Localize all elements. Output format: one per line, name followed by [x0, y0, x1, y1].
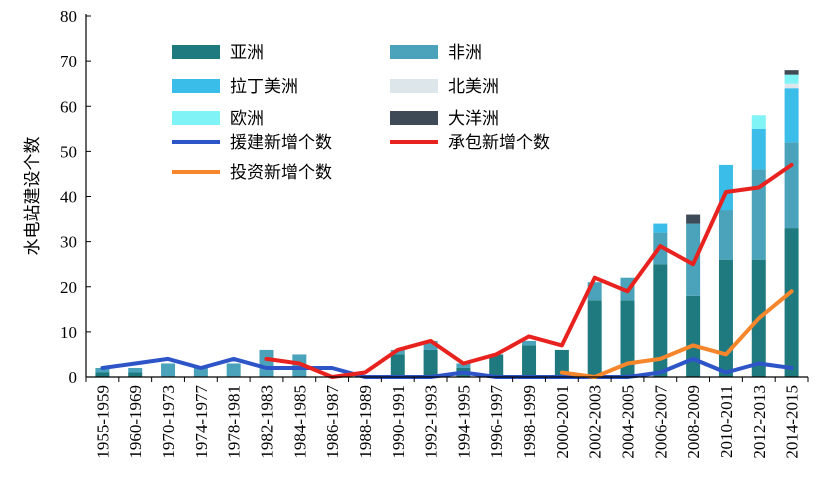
series-line — [100, 356, 794, 379]
bar-segment — [193, 367, 208, 377]
x-tick-label: 1996-1997 — [487, 385, 506, 459]
legend-swatch — [172, 45, 220, 59]
legend-label: 非洲 — [448, 43, 482, 63]
bar-segment — [128, 367, 143, 373]
y-tick-label: 10 — [60, 323, 77, 342]
bar-segment — [390, 354, 405, 377]
bar-segment — [226, 363, 241, 377]
bar-segment — [161, 363, 176, 377]
bar-segment — [718, 210, 733, 260]
lines-layer — [100, 162, 794, 379]
bar-segment — [522, 340, 537, 346]
x-tick-label: 1992-1993 — [422, 385, 441, 459]
legend-swatch — [390, 79, 438, 93]
bar-segment — [423, 349, 438, 377]
bar-segment — [95, 367, 110, 373]
x-tick-label: 1982-1983 — [258, 385, 277, 459]
x-tick-label: 2008-2009 — [684, 385, 703, 459]
x-tick-label: 2004-2005 — [619, 385, 638, 459]
legend-label: 欧洲 — [230, 109, 264, 129]
y-tick-label: 50 — [60, 142, 77, 161]
x-tick-label: 2002-2003 — [586, 385, 605, 459]
series-line — [264, 162, 794, 379]
x-tick-label: 2012-2013 — [750, 385, 769, 459]
bar-segment — [95, 372, 110, 377]
legend-label: 承包新增个数 — [448, 133, 550, 153]
bar-segment — [456, 363, 471, 368]
x-tick-label: 1974-1977 — [192, 385, 211, 459]
legend-label: 亚洲 — [230, 43, 264, 63]
x-tick-label: 2000-2001 — [553, 385, 572, 459]
y-tick-label: 40 — [60, 188, 77, 207]
bar-segment — [751, 169, 766, 260]
bar-segment — [620, 300, 635, 377]
x-tick-label: 1998-1999 — [520, 385, 539, 459]
bar-segment — [784, 142, 799, 229]
bar-segment — [587, 300, 602, 377]
x-tick-label: 1986-1987 — [323, 385, 342, 459]
bar-segment — [259, 349, 274, 377]
bar-segment — [784, 74, 799, 84]
legend-label: 援建新增个数 — [230, 133, 332, 153]
axes-layer: 0 10 20 30 40 50 60 70 80 1955-1959 1960-1969 1970-… — [60, 7, 809, 459]
bar-segment — [292, 354, 307, 377]
legend-swatch — [172, 79, 220, 93]
x-tick-label: 1970-1973 — [159, 385, 178, 459]
bar-segment — [686, 214, 701, 224]
x-tick-label: 2014-2015 — [783, 385, 802, 459]
bar-segment — [784, 88, 799, 143]
y-tick-label: 60 — [60, 97, 77, 116]
legend-label: 投资新增个数 — [230, 163, 332, 183]
y-tick-label: 80 — [60, 7, 77, 26]
x-tick-label: 1988-1989 — [356, 385, 375, 459]
bar-segment — [751, 115, 766, 129]
bar-segment — [784, 70, 799, 75]
bar-segment — [522, 345, 537, 377]
x-tick-label: 1978-1981 — [225, 385, 244, 459]
x-tick-label: 1994-1995 — [454, 385, 473, 459]
y-tick-label: 0 — [69, 368, 78, 387]
bar-segment — [423, 340, 438, 350]
legend-swatch — [172, 111, 220, 125]
legend-label: 北美洲 — [448, 77, 499, 97]
x-tick-label: 1955-1959 — [93, 385, 112, 459]
bar-segment — [784, 83, 799, 89]
y-axis-title: 水电站建设个数 — [23, 137, 43, 256]
x-tick-label: 1984-1985 — [290, 385, 309, 459]
y-tick-label: 70 — [60, 52, 77, 71]
bar-segment — [718, 259, 733, 377]
bar-segment — [554, 349, 569, 377]
bar-segment — [784, 228, 799, 377]
bar-segment — [653, 223, 668, 233]
legend-label: 拉丁美洲 — [230, 77, 298, 97]
bar-segment — [751, 128, 766, 170]
x-tick-label: 1960-1969 — [126, 385, 145, 459]
legend-swatch — [390, 45, 438, 59]
bar-segment — [489, 354, 504, 377]
legend-label: 大洋洲 — [448, 109, 499, 129]
bar-segment — [686, 295, 701, 377]
x-tick-label: 1990-1991 — [389, 385, 408, 459]
legend-swatch — [390, 111, 438, 125]
x-tick-label: 2010-2011 — [717, 385, 736, 458]
y-tick-label: 20 — [60, 278, 77, 297]
x-tick-label: 2006-2007 — [651, 385, 670, 459]
series-line — [559, 289, 794, 379]
y-tick-label: 30 — [60, 233, 77, 252]
bar-segment — [128, 372, 143, 377]
bar-segment — [653, 264, 668, 377]
